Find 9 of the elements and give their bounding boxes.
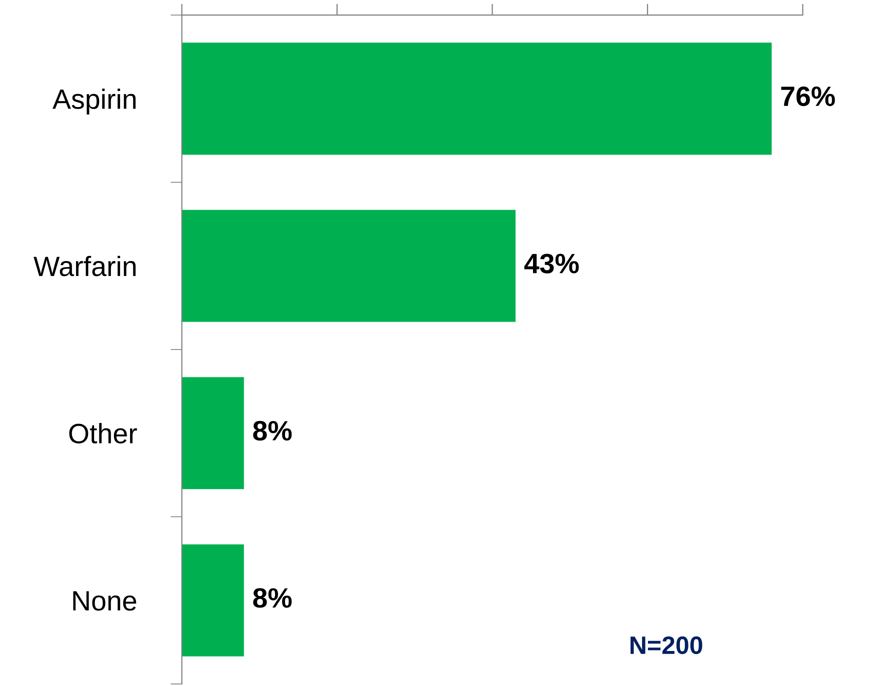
y-tick-label: Other	[69, 423, 137, 444]
annotation: N=200	[630, 636, 702, 654]
y-tick-label: Aspirin	[52, 88, 136, 115]
data-label: 8%	[253, 420, 292, 441]
y-tick-label: None	[73, 591, 136, 611]
data-label: 76%	[781, 86, 835, 106]
data-label: 43%	[524, 254, 579, 274]
y-tick-label: Warfarin	[34, 256, 136, 276]
data-label: 8%	[253, 588, 292, 608]
